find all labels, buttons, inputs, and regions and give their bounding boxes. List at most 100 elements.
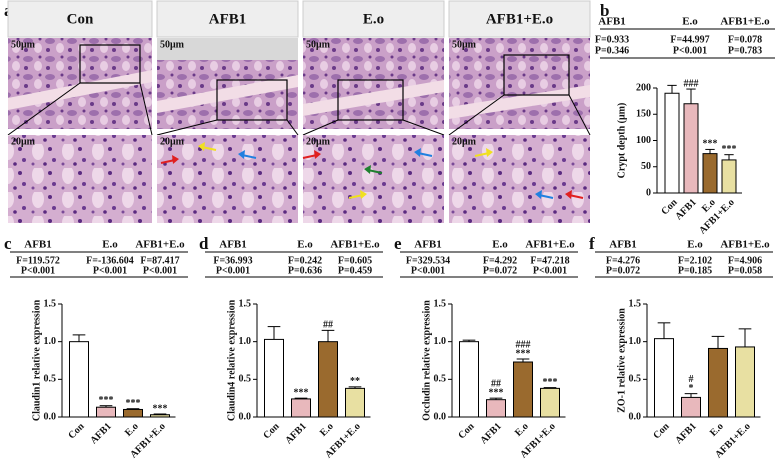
y-tick-label: 100 xyxy=(636,135,651,146)
bar xyxy=(69,341,89,418)
y-tick-label: 1.5 xyxy=(44,298,57,309)
bar xyxy=(735,346,755,418)
y-tick-label: 0.0 xyxy=(434,411,447,422)
panel-label: d xyxy=(199,234,209,253)
x-tick-label: Con xyxy=(651,421,672,442)
stats-p: P=0.636 xyxy=(288,265,322,276)
column-header xyxy=(7,0,153,38)
y-tick-label: 1.0 xyxy=(239,336,252,347)
stats-header: E.o xyxy=(492,239,508,251)
significance: *** xyxy=(543,377,558,388)
y-tick-label: 1.5 xyxy=(239,298,252,309)
column-title: AFB1 xyxy=(209,11,247,27)
bar xyxy=(96,406,116,418)
arrow-head xyxy=(314,150,321,159)
scale-label: 50μm xyxy=(452,39,477,50)
zoom-line xyxy=(568,94,591,136)
stats-f: F=119.572 xyxy=(16,255,60,266)
bar xyxy=(345,387,365,418)
stats-header: E.o xyxy=(297,239,313,251)
y-axis-label: Claudin4 relative expression xyxy=(226,299,237,421)
y-tick-label: 0.5 xyxy=(239,374,252,385)
zoom-box xyxy=(337,79,404,121)
y-tick-label: 1.5 xyxy=(629,298,642,309)
stats-f: F=47.218 xyxy=(530,255,569,266)
zoom-box xyxy=(503,54,570,96)
x-tick-label: E.o xyxy=(708,421,726,439)
histology-zoom xyxy=(157,135,298,223)
zoom-line xyxy=(139,82,153,136)
significance: *** xyxy=(722,144,737,155)
scale-label: 20μm xyxy=(452,136,477,147)
tissue-edge xyxy=(157,75,298,113)
y-axis-label: Crypt depth (μm) xyxy=(616,103,627,179)
zoom-line xyxy=(448,94,505,136)
stats-p: P<0.001 xyxy=(411,265,445,276)
x-tick-label: E.o xyxy=(318,421,336,439)
scale-label: 50μm xyxy=(11,39,36,50)
arrow-head xyxy=(238,150,245,159)
stats-p: P=0.185 xyxy=(678,265,712,276)
scale-label: 20μm xyxy=(11,136,36,147)
stats-f: F=4.292 xyxy=(483,255,517,266)
y-axis-label: ZO-1 relative expression xyxy=(616,308,627,413)
stats-header: AFB1 xyxy=(609,239,637,251)
zoom-line xyxy=(7,82,81,136)
stats-p: P<0.001 xyxy=(673,45,707,56)
x-tick-label: Con xyxy=(66,421,87,442)
y-tick-label: 0.0 xyxy=(239,411,252,422)
y-tick-label: 200 xyxy=(636,82,651,93)
stats-f: F=-136.604 xyxy=(86,255,134,266)
y-axis-label: Claudin1 relative expression xyxy=(31,299,42,421)
arrow-head xyxy=(198,142,205,151)
bar xyxy=(708,347,728,418)
y-tick-label: 1.0 xyxy=(629,336,642,347)
stats-f: F=87.417 xyxy=(140,255,179,266)
stats-f: F=4.276 xyxy=(606,255,640,266)
stats-f: F=0.933 xyxy=(595,34,629,45)
stats-header: E.o xyxy=(682,16,698,28)
scale-label: 50μm xyxy=(160,39,185,50)
histology-image xyxy=(303,38,444,129)
y-tick-label: 1.5 xyxy=(434,298,447,309)
arrow-head xyxy=(172,155,179,164)
significance: ## xyxy=(323,320,333,331)
significance: ### xyxy=(516,339,531,350)
bar xyxy=(702,153,718,194)
arrow-head xyxy=(364,165,371,174)
stats-p: P=0.072 xyxy=(606,265,640,276)
arrow-head xyxy=(535,190,542,199)
zoom-line xyxy=(156,119,218,136)
zoom-box xyxy=(79,44,141,84)
x-tick-label: AFB1 xyxy=(478,421,503,446)
zoom-line xyxy=(302,119,339,136)
x-tick-label: AFB1 xyxy=(88,421,113,446)
stats-f: F=2.102 xyxy=(678,255,712,266)
stats-header: AFB1 xyxy=(414,239,442,251)
bar xyxy=(681,396,701,418)
bar xyxy=(264,338,284,418)
lumen xyxy=(157,38,298,60)
stats-f: F=36.993 xyxy=(213,255,252,266)
bar xyxy=(664,92,680,194)
y-tick-label: 0.0 xyxy=(629,411,642,422)
arrow-head xyxy=(486,148,493,157)
y-tick-label: 0.5 xyxy=(434,374,447,385)
stats-header: AFB1+E.o xyxy=(525,239,575,251)
x-tick-label: AFB1 xyxy=(283,421,308,446)
bar xyxy=(513,361,533,418)
x-tick-label: E.o xyxy=(123,421,141,439)
bar xyxy=(318,341,338,418)
stats-header: AFB1 xyxy=(598,16,626,28)
significance: *** xyxy=(126,398,141,409)
stats-p: P<0.001 xyxy=(21,265,55,276)
stats-f: F=4.906 xyxy=(728,255,762,266)
arrow-head xyxy=(360,190,367,199)
y-tick-label: 0 xyxy=(646,187,651,198)
tissue-edge xyxy=(8,70,152,110)
x-tick-label: Con xyxy=(261,421,282,442)
column-title: Con xyxy=(67,11,94,27)
y-tick-label: 0.0 xyxy=(44,411,57,422)
scale-label: 50μm xyxy=(306,39,331,50)
significance: # xyxy=(689,374,694,385)
